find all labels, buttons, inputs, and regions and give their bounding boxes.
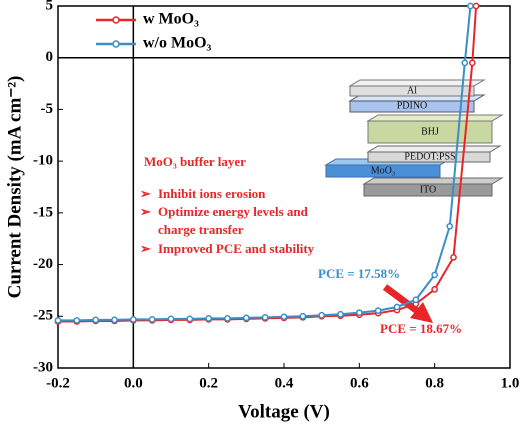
data-point — [242, 314, 250, 322]
pce-arrow — [382, 284, 433, 323]
data-point — [450, 253, 457, 261]
data-point — [431, 286, 439, 293]
y-tick-label: -30 — [33, 359, 53, 375]
pce-label: PCE = 17.58% — [318, 266, 400, 281]
layer-label: ITO — [420, 184, 436, 195]
y-tick-label: 0 — [46, 49, 54, 65]
x-tick-label: 0.2 — [199, 375, 218, 391]
bullet-text: Optimize energy levels and — [158, 204, 309, 219]
y-tick-label: 5 — [46, 0, 54, 13]
svg-text:➢: ➢ — [140, 241, 152, 256]
bullet-text: charge transfer — [158, 222, 244, 237]
bullet-arrows: ➢ ➢ ➢ — [140, 186, 152, 256]
data-point — [73, 317, 81, 324]
data-point — [472, 2, 480, 10]
x-tick-label: 0.0 — [124, 375, 143, 391]
data-point — [129, 316, 137, 323]
layer-label: BHJ — [421, 126, 439, 137]
x-tick-label: 0.6 — [350, 375, 369, 391]
data-point — [318, 311, 326, 319]
legend-marker — [112, 40, 120, 48]
box-title: MoO₃ buffer layer — [144, 154, 246, 169]
data-point — [224, 315, 231, 322]
data-point — [431, 271, 439, 279]
y-tick-label: -20 — [33, 256, 53, 272]
data-point — [186, 315, 194, 323]
data-point — [412, 296, 420, 304]
y-tick-label: -5 — [41, 101, 54, 117]
x-tick-label: 0.8 — [425, 375, 444, 391]
svg-text:➢: ➢ — [140, 186, 152, 201]
y-tick-label: -15 — [33, 204, 53, 220]
x-axis-label: Voltage (V) — [238, 401, 330, 422]
data-point — [467, 2, 474, 10]
svg-text:➢: ➢ — [140, 204, 152, 219]
y-tick-label: -25 — [33, 308, 53, 324]
data-point — [92, 316, 100, 324]
data-point — [337, 310, 344, 318]
data-point — [261, 313, 269, 321]
data-point — [461, 59, 469, 67]
data-point — [54, 317, 62, 324]
pce-label: PCE = 18.67% — [380, 321, 462, 336]
data-point — [111, 316, 118, 324]
data-point — [393, 303, 401, 311]
x-tick-label: -0.2 — [46, 375, 70, 391]
data-point — [148, 316, 156, 323]
data-point — [446, 222, 454, 230]
y-tick-label: -10 — [33, 153, 53, 169]
x-tick-label: 1.0 — [501, 375, 520, 391]
data-point — [205, 315, 213, 322]
y-axis-label: Current Density (mA cm⁻²) — [4, 76, 25, 299]
data-point — [280, 313, 288, 321]
data-point — [374, 307, 382, 314]
data-point — [299, 312, 307, 320]
layer-label: MoO₃ — [371, 165, 396, 176]
layer-stack — [324, 79, 504, 197]
layer-label: PDINO — [397, 100, 428, 111]
legend-label: w MoO₃ — [143, 11, 199, 28]
bullet-text: Inhibit ions erosion — [158, 186, 266, 201]
layer-label: Al — [407, 85, 417, 96]
bullet-text: Improved PCE and stability — [158, 241, 315, 256]
legend-label: w/o MoO₃ — [143, 35, 212, 52]
data-point — [468, 59, 476, 67]
legend-marker — [112, 16, 120, 24]
data-point — [355, 309, 363, 317]
data-point — [167, 315, 175, 323]
x-tick-label: 0.4 — [275, 375, 294, 391]
layer-label: PEDOT:PSS — [404, 151, 455, 162]
